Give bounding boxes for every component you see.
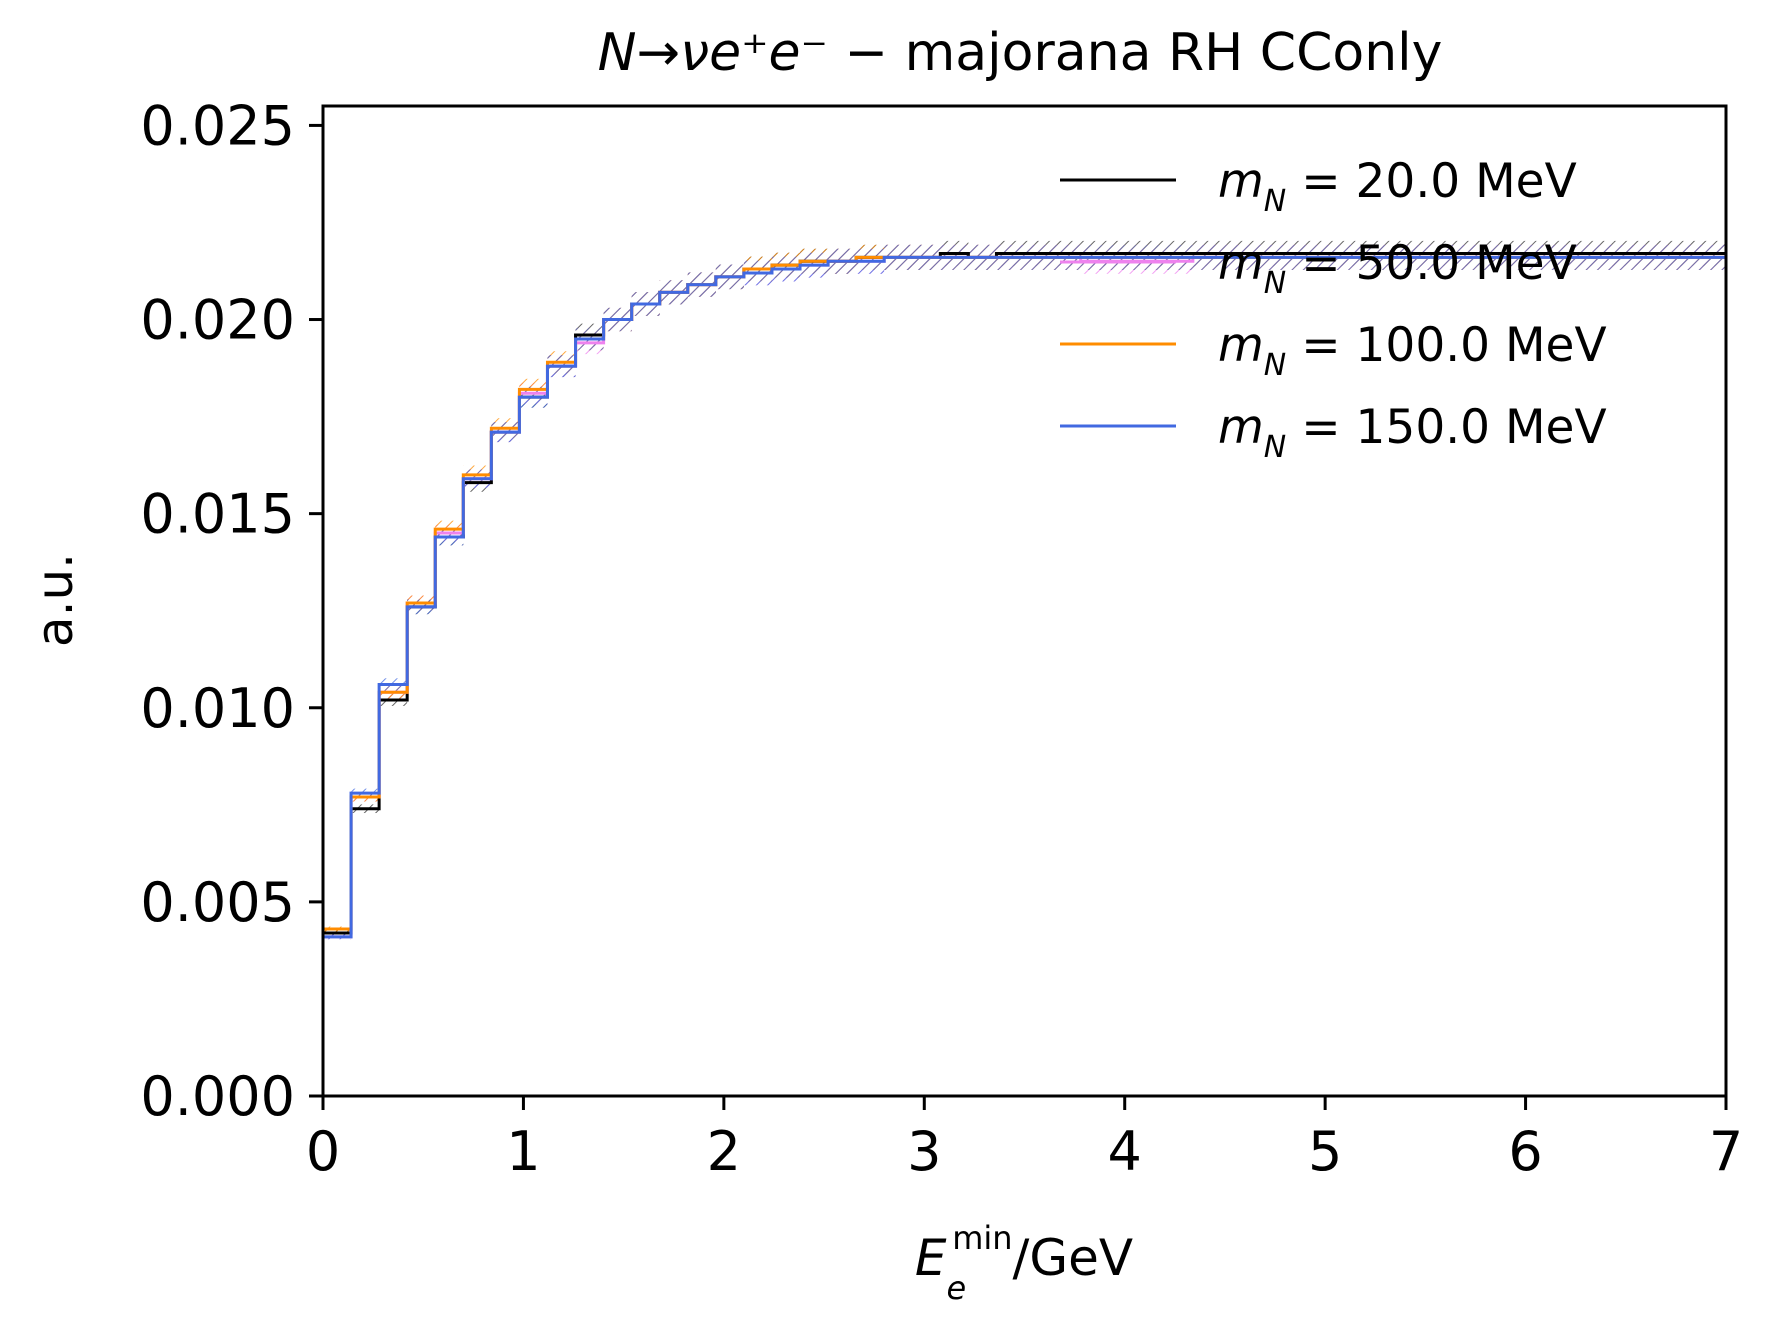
series-line-3 [323,255,1726,939]
y-tick-label: 0.005 [140,871,295,934]
chart-title-text: − majorana RH CConly [828,23,1442,83]
legend-label-rest: = 100.0 MeV [1286,318,1606,373]
x-axis-label-unit: /GeV [1013,1229,1134,1287]
y-tick-label: 0.025 [140,94,295,157]
legend-label-rest: = 150.0 MeV [1286,400,1606,455]
y-tick-label: 0.020 [140,289,295,352]
legend-label-m: m [1218,154,1264,209]
y-axis-label: a.u. [26,553,84,647]
x-tick-label: 1 [506,1120,540,1183]
x-axis-label-sup: min [952,1219,1012,1257]
x-tick-label: 2 [707,1120,741,1183]
legend-label-2: mN = 100.0 MeV [1218,318,1607,383]
y-axis-ticks: 0.000 0.005 0.010 0.015 0.020 0.025 [140,94,323,1128]
y-tick-label: 0.010 [140,677,295,740]
x-tick-label: 7 [1709,1120,1743,1183]
chart-title-math: N→νe⁺e⁻ [598,23,828,83]
chart-title: N→νe⁺e⁻ − majorana RH CConly [598,23,1443,83]
x-tick-label: 4 [1108,1120,1142,1183]
x-tick-label: 0 [306,1120,340,1183]
plot-frame [321,104,1728,1098]
legend-label-0: mN = 20.0 MeV [1218,154,1577,219]
legend-label-sub: N [1264,430,1286,465]
legend-label-m: m [1218,236,1264,291]
x-axis-label-base: E [915,1229,947,1287]
legend-label-3: mN = 150.0 MeV [1218,400,1607,465]
x-axis-label: Ee min/GeV [915,1219,1133,1307]
x-axis-ticks: 0 1 2 3 4 5 6 7 [306,1096,1743,1183]
legend-label-sub: N [1264,266,1286,301]
y-tick-label: 0.000 [140,1065,295,1128]
legend-label-sub: N [1264,348,1286,383]
x-tick-label: 6 [1508,1120,1542,1183]
legend-label-rest: = 20.0 MeV [1286,154,1576,209]
legend-label-m: m [1218,400,1264,455]
legend-label-sub: N [1264,184,1286,219]
x-tick-label: 5 [1308,1120,1342,1183]
x-axis-label-sub: e [947,1269,967,1307]
legend-label-1: mN = 50.0 MeV [1218,236,1577,301]
legend-label-rest: = 50.0 MeV [1286,236,1576,291]
legend-label-m: m [1218,318,1264,373]
x-tick-label: 3 [907,1120,941,1183]
series-lines [323,252,1726,939]
y-tick-label: 0.015 [140,483,295,546]
